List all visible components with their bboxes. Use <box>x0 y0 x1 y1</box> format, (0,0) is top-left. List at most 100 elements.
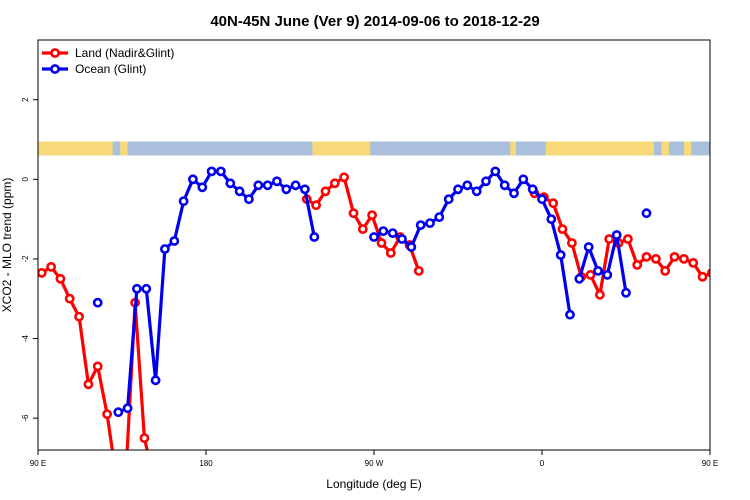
data-point <box>527 184 538 195</box>
data-point <box>102 409 112 420</box>
data-point <box>38 268 47 278</box>
data-point <box>434 212 445 222</box>
data-point <box>215 166 226 177</box>
data-point <box>299 184 310 195</box>
data-point <box>585 269 596 280</box>
data-point <box>602 269 613 280</box>
data-point <box>406 242 417 252</box>
legend-item: Ocean (Glint) <box>42 62 146 76</box>
y-tick-label: -4 <box>21 334 30 342</box>
x-tick-label: 90 E <box>30 459 46 468</box>
data-point <box>471 186 482 197</box>
data-point <box>546 214 557 224</box>
data-point <box>169 236 180 246</box>
data-point <box>385 248 396 258</box>
y-axis: -6 -4 -2 0 2 <box>21 97 38 422</box>
data-point <box>369 232 379 242</box>
series-line <box>40 265 114 450</box>
land-band <box>38 141 113 156</box>
data-point <box>225 178 236 189</box>
data-point <box>688 257 699 268</box>
data-point <box>150 375 161 386</box>
land-band <box>545 141 654 156</box>
y-tick-label: -2 <box>21 255 30 263</box>
data-point <box>197 182 208 193</box>
data-point <box>262 180 273 191</box>
land-band <box>312 141 371 156</box>
legend-marker <box>50 48 60 58</box>
x-tick-label: 90 W <box>365 459 384 468</box>
data-point <box>367 210 377 220</box>
data-point <box>669 251 680 262</box>
data-point <box>567 238 577 248</box>
data-point <box>593 265 603 276</box>
data-point <box>641 208 652 219</box>
data-point <box>378 226 389 236</box>
data-point <box>462 180 473 191</box>
data-point <box>46 261 56 272</box>
data-point <box>243 194 254 205</box>
data-point <box>387 228 398 238</box>
series-line <box>533 191 710 297</box>
land-band <box>661 141 669 156</box>
data-point <box>537 194 547 205</box>
data-point <box>397 234 407 244</box>
data-point <box>481 176 491 187</box>
data-point <box>425 218 435 228</box>
data-point <box>632 259 643 270</box>
data-point <box>621 287 631 298</box>
data-point <box>64 293 75 304</box>
y-tick-label: -6 <box>21 414 30 422</box>
data-point <box>150 474 157 481</box>
data-point <box>443 194 454 205</box>
legend-marker <box>50 64 60 74</box>
data-point <box>271 176 282 187</box>
x-axis-label: Longitude (deg E) <box>326 477 421 491</box>
chart-title: 40N-45N June (Ver 9) 2014-09-06 to 2018-… <box>210 13 539 30</box>
data-point <box>55 273 66 284</box>
data-point <box>290 180 301 191</box>
data-point <box>329 178 340 189</box>
data-point <box>679 253 689 264</box>
legend-label: Land (Nadir&Glint) <box>75 46 174 60</box>
series-layer <box>38 166 750 481</box>
data-point <box>131 283 142 294</box>
data-point <box>623 234 633 244</box>
series-line <box>577 233 628 294</box>
land-band <box>120 141 128 156</box>
data-point <box>565 309 575 320</box>
data-point <box>453 184 463 195</box>
data-point <box>736 277 743 284</box>
data-point <box>746 295 750 302</box>
y-axis-label: XCO2 - MLO trend (ppm) <box>0 178 14 313</box>
data-point <box>499 180 510 191</box>
data-point <box>357 224 368 234</box>
data-point <box>376 238 387 248</box>
series-ocean <box>92 166 652 418</box>
data-point <box>92 297 103 308</box>
data-point <box>178 196 189 207</box>
series-land <box>38 172 750 481</box>
data-point <box>718 269 725 276</box>
data-point <box>651 253 661 264</box>
data-point <box>234 186 245 197</box>
x-axis: 90 E 180 90 W 0 90 E <box>30 450 718 468</box>
data-point <box>139 433 150 443</box>
data-point <box>727 263 734 270</box>
data-point <box>574 273 585 284</box>
data-point <box>74 311 84 322</box>
land-band <box>683 141 692 156</box>
data-point <box>309 232 320 242</box>
data-point <box>490 166 501 177</box>
data-point <box>583 242 594 252</box>
data-point <box>281 184 292 195</box>
data-point <box>604 234 615 244</box>
y-tick-label: 0 <box>21 177 30 182</box>
legend-item: Land (Nadir&Glint) <box>42 46 174 60</box>
ocean-band <box>38 141 710 156</box>
data-point <box>348 208 359 219</box>
data-point <box>320 186 331 197</box>
data-point <box>707 268 710 278</box>
